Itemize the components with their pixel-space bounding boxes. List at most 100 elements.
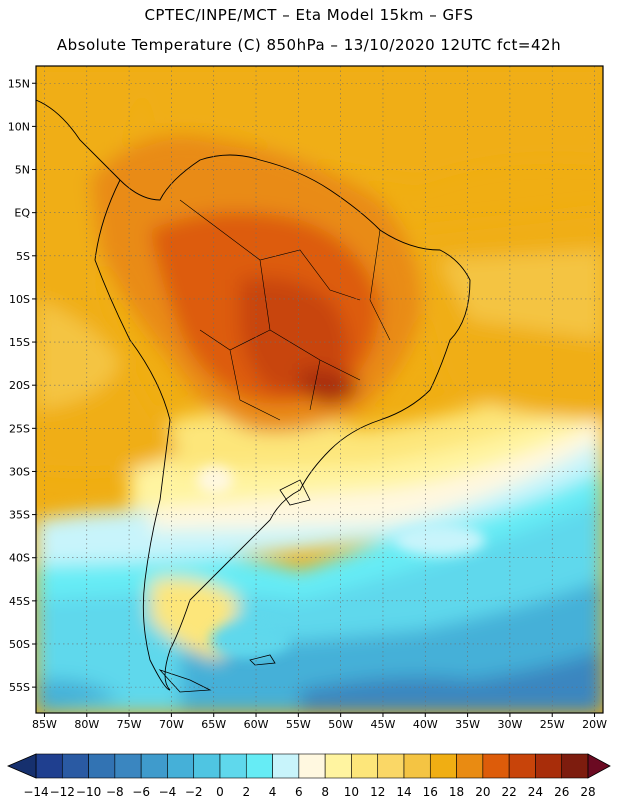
colorbar-tick-label: −8 xyxy=(106,785,124,799)
lat-tick-label: 35S xyxy=(9,509,30,522)
lon-tick-label: 30W xyxy=(497,718,522,731)
colorbar-tick-label: −6 xyxy=(132,785,150,799)
colorbar-tick-label: 24 xyxy=(528,785,543,799)
colorbar-swatch xyxy=(245,753,273,779)
colorbar-tick-label: −12 xyxy=(50,785,75,799)
colorbar-tick-label: 20 xyxy=(475,785,490,799)
lat-tick-label: 15N xyxy=(8,77,30,90)
colorbar-swatch xyxy=(429,753,457,779)
colorbar-tick-label: 4 xyxy=(269,785,277,799)
colorbar-swatch xyxy=(114,753,142,779)
colorbar-swatch xyxy=(298,753,326,779)
colorbar-tick-label: −2 xyxy=(185,785,203,799)
colorbar-swatch xyxy=(403,753,431,779)
lon-tick-label: 35W xyxy=(455,718,480,731)
lat-tick-label: 25S xyxy=(9,422,30,435)
colorbar-tick-label: 26 xyxy=(554,785,569,799)
colorbar-swatch xyxy=(193,753,221,779)
latitude-axis: 15N 10N 5N EQ 5S 10S 15S 20S 25S 30S 35S 40S 45S 50S 5… xyxy=(8,77,36,694)
lat-tick-label: 20S xyxy=(9,379,30,392)
colorbar-tick-label: 22 xyxy=(502,785,517,799)
field-band-minus8-minus6 xyxy=(300,650,603,713)
colorbar-tick-label: 14 xyxy=(396,785,411,799)
colorbar-tick-label: −4 xyxy=(159,785,177,799)
lagoon-outline xyxy=(279,479,311,506)
colorbar-tick-label: 2 xyxy=(242,785,250,799)
field-band-26-28 xyxy=(300,369,360,405)
lat-tick-label: 5N xyxy=(15,164,30,177)
field-band-10-12 xyxy=(170,370,603,470)
colorbar-tick-label: 8 xyxy=(321,785,329,799)
lon-tick-label: 80W xyxy=(74,718,99,731)
lat-tick-label: 40S xyxy=(9,552,30,565)
graticule xyxy=(36,66,603,713)
lat-tick-label: 45S xyxy=(9,595,30,608)
coastline-layer xyxy=(36,99,471,693)
colorbar-swatch xyxy=(482,753,510,779)
lat-tick-label: 10N xyxy=(8,120,30,133)
country-borders xyxy=(179,199,391,421)
colorbar-swatch xyxy=(561,753,589,779)
lon-tick-label: 45W xyxy=(371,718,396,731)
lat-tick-label: 30S xyxy=(9,465,30,478)
lon-tick-label: 25W xyxy=(540,718,565,731)
map-title-field: Absolute Temperature (C) 850hPa – 13/10/… xyxy=(56,36,562,54)
colorbar-tick-label: 16 xyxy=(423,785,438,799)
colorbar-under-arrow xyxy=(6,753,37,779)
colorbar-swatch xyxy=(219,753,247,779)
colorbar-tick-label: −14 xyxy=(23,785,48,799)
field-band-24-26 xyxy=(240,277,348,394)
lat-tick-label: 50S xyxy=(9,638,30,651)
lon-tick-label: 65W xyxy=(201,718,226,731)
lat-tick-label: 10S xyxy=(9,293,30,306)
field-band-pacific-14-16 xyxy=(36,300,120,410)
lat-tick-label: 55S xyxy=(9,681,30,694)
colorbar-tick-label: 6 xyxy=(295,785,303,799)
lon-tick-label: 70W xyxy=(159,718,184,731)
field-patch-cool-2 xyxy=(395,524,485,556)
field-band-atlantic-14-16 xyxy=(440,250,603,340)
colorbar-tick-label: 10 xyxy=(344,785,359,799)
colorbar-swatch xyxy=(377,753,405,779)
colorbar-swatch xyxy=(61,753,89,779)
field-patch-cool-1 xyxy=(210,622,290,658)
colorbar-over-arrow xyxy=(587,753,611,779)
colorbar-swatch xyxy=(140,753,168,779)
longitude-axis: 85W 80W 75W 70W 65W 60W 55W 50W 45W 40W 35W 30W 25W 2… xyxy=(32,713,607,731)
colorbar-swatch xyxy=(456,753,484,779)
lat-tick-label: 5S xyxy=(16,250,30,263)
lat-tick-label: 15S xyxy=(9,336,30,349)
colorbar-tick-label: 18 xyxy=(449,785,464,799)
lon-tick-label: 55W xyxy=(286,718,311,731)
field-band-6-8 xyxy=(150,410,603,530)
map-frame xyxy=(35,65,604,714)
lon-tick-label: 20W xyxy=(582,718,607,731)
lon-tick-label: 85W xyxy=(32,718,57,731)
temperature-field xyxy=(36,66,603,713)
islands-outline xyxy=(158,654,276,693)
lon-tick-label: 50W xyxy=(328,718,353,731)
colorbar-swatch xyxy=(272,753,300,779)
map-title-model: CPTEC/INPE/MCT – Eta Model 15km – GFS xyxy=(144,6,474,24)
lat-tick-label: EQ xyxy=(14,207,30,220)
lon-tick-label: 60W xyxy=(244,718,269,731)
colorbar-swatch xyxy=(324,753,352,779)
colorbar-tick-label: −10 xyxy=(76,785,101,799)
colorbar-swatch xyxy=(167,753,195,779)
coastline-west xyxy=(94,179,171,691)
colorbar-swatch xyxy=(508,753,536,779)
colorbar-tick-label: 28 xyxy=(580,785,595,799)
field-band-4-6 xyxy=(36,430,603,565)
colorbar-swatch xyxy=(88,753,116,779)
colorbar-swatch xyxy=(35,753,63,779)
colorbar-tick-label: 12 xyxy=(370,785,385,799)
colorbar-swatch xyxy=(351,753,379,779)
lon-tick-label: 75W xyxy=(117,718,142,731)
lon-tick-label: 40W xyxy=(413,718,438,731)
colorbar-swatch xyxy=(535,753,563,779)
field-patch-bright xyxy=(197,466,233,494)
coastline-east xyxy=(36,99,471,691)
colorbar: −14 −12 −10 −8 −6 −4 −2 0 2 4 6 8 10 12 14 16 18 20 22 24 26… xyxy=(6,753,611,799)
colorbar-tick-label: 0 xyxy=(216,785,224,799)
